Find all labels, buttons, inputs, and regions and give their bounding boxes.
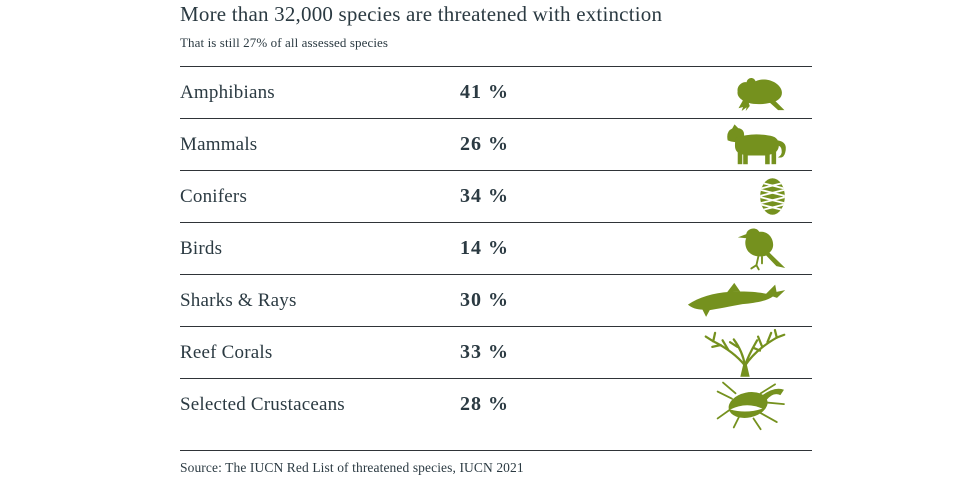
bird-icon [737,228,786,271]
species-label: Selected Crustaceans [180,393,345,415]
percent-value: 14 % [460,237,509,259]
species-label: Reef Corals [180,341,273,363]
percent-value: 30 % [460,289,509,311]
subtitle: That is still 27% of all assessed specie… [180,35,389,50]
page-title: More than 32,000 species are threatened … [180,2,663,26]
species-table: Amphibians 41 % Mammals 26 % [180,66,812,430]
frog-icon [737,77,785,111]
icon-cell [572,175,812,218]
species-label: Conifers [180,185,248,207]
table-row: Selected Crustaceans 28 % [180,378,812,430]
species-label: Amphibians [180,81,275,103]
percent-value: 28 % [460,393,509,415]
shark-icon [687,282,786,317]
percent-value: 33 % [460,341,509,363]
crustacean-icon [716,381,785,430]
table-row: Amphibians 41 % [180,66,812,118]
table-row: Sharks & Rays 30 % [180,274,812,326]
icon-cell [572,74,812,112]
icon-cell [572,225,812,272]
percent-value: 34 % [460,185,509,207]
percent-value: 26 % [460,133,509,155]
icon-cell [572,122,812,168]
icon-cell [572,281,812,321]
icon-cell [572,379,812,431]
table-row: Conifers 34 % [180,170,812,222]
percent-value: 41 % [460,81,509,103]
pine-cone-icon [760,178,785,215]
table-row: Reef Corals 33 % [180,326,812,378]
icon-cell [572,328,812,377]
coral-icon [704,328,786,377]
source-note: Source: The IUCN Red List of threatened … [180,450,812,476]
table-row: Mammals 26 % [180,118,812,170]
big-cat-icon [727,123,786,164]
species-label: Sharks & Rays [180,289,297,311]
table-row: Birds 14 % [180,222,812,274]
species-label: Birds [180,237,223,259]
species-label: Mammals [180,133,258,155]
content-column: More than 32,000 species are threatened … [180,0,812,480]
